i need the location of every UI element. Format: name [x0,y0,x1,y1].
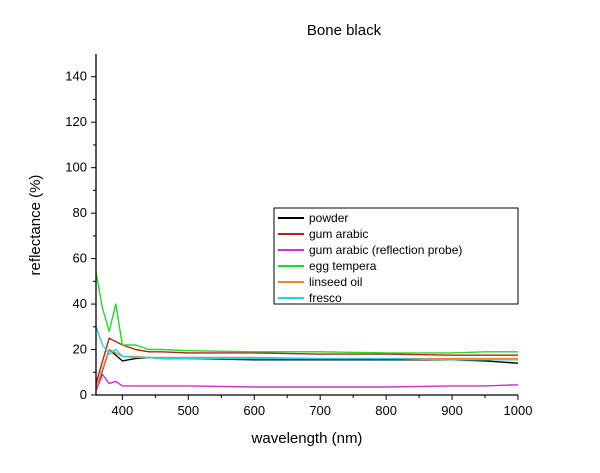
y-axis-ticks: 0 20 40 60 80 100 120 140 [65,69,96,402]
x-tick-label: 600 [243,403,265,418]
x-tick-label: 800 [375,403,397,418]
x-tick-label: 500 [177,403,199,418]
series-line-gum-arabic [96,338,518,383]
x-tick-label: 1000 [504,403,533,418]
x-axis-ticks: 400 500 600 700 800 900 1000 [112,395,533,418]
x-tick-label: 400 [112,403,134,418]
x-axis-label: wavelength (nm) [251,430,363,447]
y-tick-label: 120 [65,114,87,129]
legend: powder gum arabic gum arabic (reflection p… [274,208,518,305]
series-line-gum-arabic-reflection-probe [96,375,518,391]
y-tick-label: 0 [80,387,87,402]
legend-label: fresco [309,291,342,305]
x-tick-label: 900 [441,403,463,418]
legend-label: linseed oil [309,275,362,289]
y-tick-label: 100 [65,160,87,175]
legend-label: powder [309,211,348,225]
legend-label: gum arabic (reflection probe) [309,243,462,257]
y-tick-label: 80 [73,205,87,220]
x-tick-label: 700 [309,403,331,418]
legend-label: gum arabic [309,227,368,241]
chart-title: Bone black [307,22,382,39]
y-axis-label: reflectance (%) [27,175,44,276]
y-tick-label: 60 [73,251,87,266]
y-tick-label: 140 [65,69,87,84]
y-tick-label: 20 [73,342,87,357]
y-tick-label: 40 [73,296,87,311]
legend-label: egg tempera [309,259,377,273]
